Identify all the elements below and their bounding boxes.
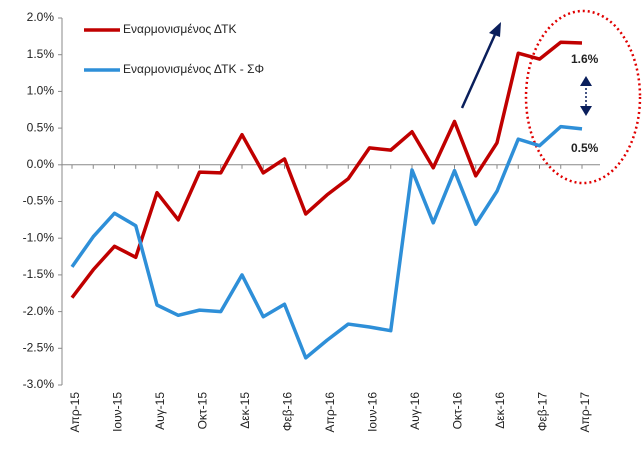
y-tick-label: 0.0% [27, 157, 55, 171]
y-tick-label: -1.0% [23, 230, 55, 244]
y-tick-label: 0.5% [27, 120, 55, 134]
x-tick-label: Δεκ-16 [493, 392, 507, 429]
line-series [70, 124, 583, 360]
x-tick-label: Φεβ-16 [281, 392, 295, 431]
line-series [70, 40, 583, 299]
x-tick-label: Απρ-16 [323, 392, 337, 433]
x-tick-label: Δεκ-15 [238, 392, 252, 429]
y-tick-label: -2.5% [23, 340, 55, 354]
arrow-head [489, 22, 501, 37]
highlight-ellipse [524, 9, 642, 185]
x-tick-label: Ιουν-15 [111, 392, 125, 432]
y-tick-label: 2.0% [27, 10, 55, 24]
y-tick-label: -2.0% [23, 304, 55, 318]
y-tick-label: -1.5% [23, 267, 55, 281]
annotation: 0.5% [571, 141, 599, 155]
x-tick-label: Ιουν-16 [366, 392, 380, 432]
x-tick-label: Αυγ-16 [408, 392, 422, 430]
x-tick-label: Αυγ-15 [153, 392, 167, 430]
y-tick-label: 1.5% [27, 47, 55, 61]
annotation: 1.6% [571, 52, 599, 66]
y-tick-label: -3.0% [23, 377, 55, 391]
arrow-head [580, 76, 592, 86]
arrow-head [580, 106, 592, 116]
legend-label: Εναρμονισμένος ΔΤΚ [123, 22, 236, 36]
x-tick-label: Φεβ-17 [536, 392, 550, 431]
x-tick-label: Οκτ-15 [196, 392, 210, 430]
x-tick-label: Οκτ-16 [451, 392, 465, 430]
y-tick-label: 1.0% [27, 84, 55, 98]
x-tick-label: Απρ-17 [578, 392, 592, 433]
x-tick-label: Απρ-15 [68, 392, 82, 433]
legend-label: Εναρμονισμένος ΔΤΚ - ΣΦ [123, 62, 264, 76]
trend-arrow [460, 29, 499, 109]
y-tick-label: -0.5% [23, 194, 55, 208]
